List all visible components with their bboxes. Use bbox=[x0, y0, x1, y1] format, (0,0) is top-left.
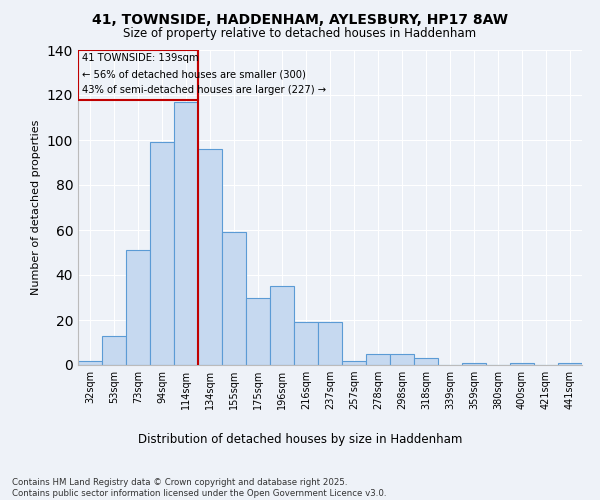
Bar bbox=[78, 360, 102, 365]
Bar bbox=[342, 360, 366, 365]
Bar bbox=[558, 363, 582, 365]
Text: 43% of semi-detached houses are larger (227) →: 43% of semi-detached houses are larger (… bbox=[82, 85, 326, 95]
Bar bbox=[270, 286, 294, 365]
Text: 41 TOWNSIDE: 139sqm: 41 TOWNSIDE: 139sqm bbox=[82, 54, 198, 64]
Bar bbox=[366, 354, 390, 365]
Bar bbox=[390, 354, 414, 365]
Text: Distribution of detached houses by size in Haddenham: Distribution of detached houses by size … bbox=[138, 432, 462, 446]
Text: 41, TOWNSIDE, HADDENHAM, AYLESBURY, HP17 8AW: 41, TOWNSIDE, HADDENHAM, AYLESBURY, HP17… bbox=[92, 12, 508, 26]
Text: ← 56% of detached houses are smaller (300): ← 56% of detached houses are smaller (30… bbox=[82, 69, 305, 79]
Y-axis label: Number of detached properties: Number of detached properties bbox=[31, 120, 41, 295]
Bar bbox=[222, 232, 246, 365]
Text: Contains HM Land Registry data © Crown copyright and database right 2025.
Contai: Contains HM Land Registry data © Crown c… bbox=[12, 478, 386, 498]
Bar bbox=[246, 298, 270, 365]
Bar bbox=[414, 358, 438, 365]
Bar bbox=[150, 142, 174, 365]
Bar bbox=[510, 363, 534, 365]
Bar bbox=[294, 322, 318, 365]
Text: Size of property relative to detached houses in Haddenham: Size of property relative to detached ho… bbox=[124, 28, 476, 40]
Bar bbox=[126, 250, 150, 365]
Bar bbox=[198, 149, 222, 365]
Bar bbox=[318, 322, 342, 365]
Bar bbox=[174, 102, 198, 365]
Bar bbox=[462, 363, 486, 365]
Bar bbox=[102, 336, 126, 365]
